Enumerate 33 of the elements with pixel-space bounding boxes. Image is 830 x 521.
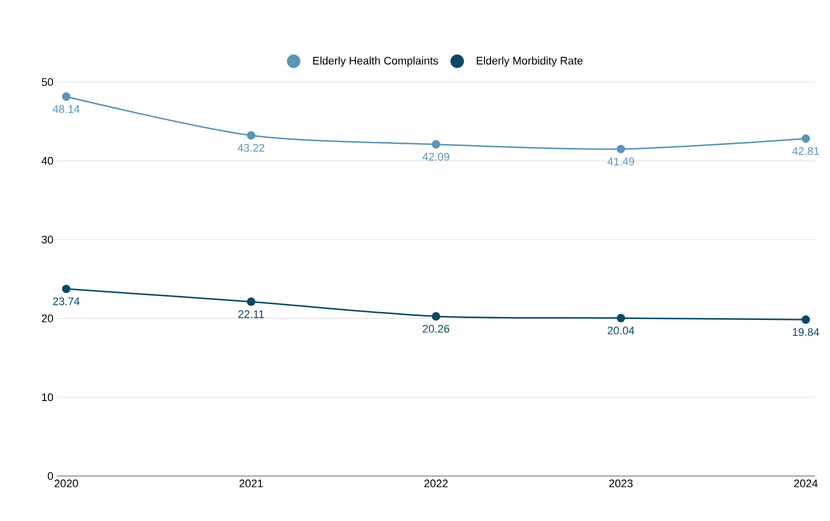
data-label: 20.26: [422, 324, 450, 333]
x-tick-label: 2023: [609, 480, 633, 488]
point: [246, 131, 256, 140]
y-tick-label: 40: [42, 156, 54, 165]
point: [432, 140, 440, 149]
data-label: 42.09: [422, 152, 450, 161]
data-label: 42.81: [792, 147, 819, 155]
x-tick-label: 2024: [794, 480, 818, 488]
point: [616, 144, 626, 154]
point: [246, 298, 256, 306]
x-tick-label: 2022: [424, 480, 448, 488]
y-tick-label: 20: [42, 314, 54, 322]
y-tick-label: 50: [42, 78, 54, 86]
point: [616, 314, 626, 322]
data-label: 23.74: [53, 297, 80, 306]
data-label: 19.84: [792, 328, 820, 336]
y-tick-label: 10: [42, 393, 54, 402]
data-label: 41.49: [607, 158, 634, 166]
legend-label: Elderly Health Complaints: [313, 56, 438, 67]
point: [432, 312, 440, 321]
data-label: 20.04: [608, 326, 634, 334]
data-label: 22.11: [238, 310, 264, 318]
y-tick-label: 30: [42, 236, 54, 244]
x-tick-label: 2021: [239, 480, 263, 488]
y-tick-label: 0: [48, 472, 54, 480]
data-label: 48.14: [52, 105, 80, 113]
data-label: 43.22: [238, 144, 264, 152]
point: [802, 134, 810, 143]
point: [62, 92, 70, 101]
x-tick-label: 2020: [54, 480, 78, 488]
legend-label: Elderly Morbidity Rate: [476, 56, 583, 67]
point: [62, 284, 70, 294]
point: [802, 315, 810, 324]
